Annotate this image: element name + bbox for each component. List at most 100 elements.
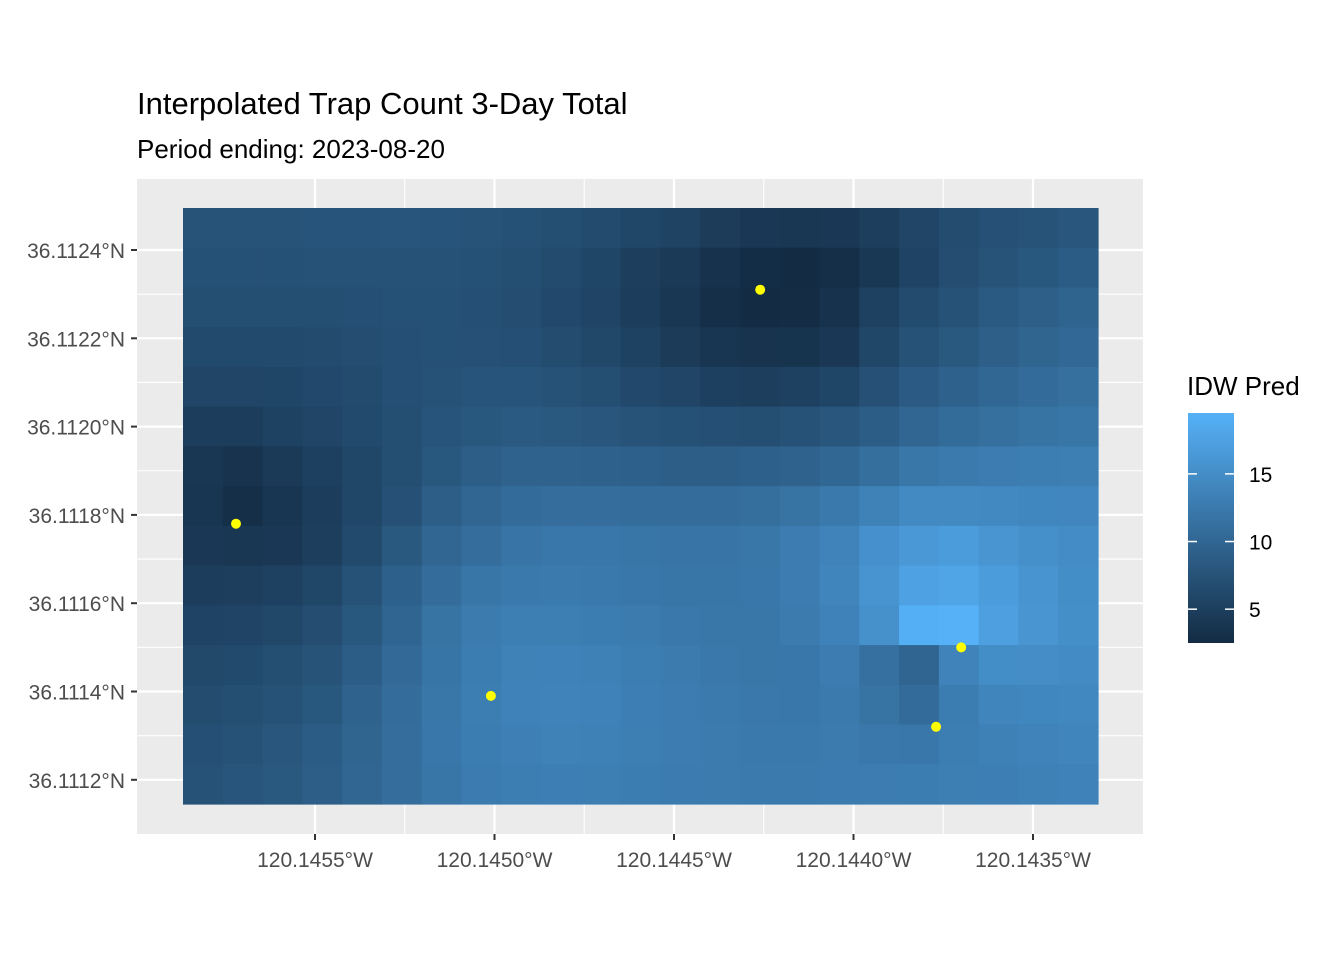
- raster-cell: [819, 366, 860, 408]
- raster-cell: [660, 724, 701, 765]
- raster-cell: [739, 446, 781, 487]
- raster-cell: [620, 406, 661, 447]
- raster-cell: [1058, 327, 1099, 368]
- raster-cell: [899, 525, 940, 567]
- raster-cell: [461, 565, 502, 606]
- y-tick-label: 36.1116°N: [29, 593, 125, 616]
- raster-cell: [262, 605, 303, 646]
- raster-cell: [819, 565, 860, 606]
- raster-cell: [421, 724, 463, 765]
- raster-cell: [580, 327, 622, 368]
- raster-cell: [1058, 287, 1099, 328]
- raster-cell: [501, 565, 542, 606]
- raster-cell: [183, 486, 224, 527]
- raster-cell: [779, 406, 821, 447]
- raster-cell: [302, 366, 343, 408]
- raster-cell: [859, 327, 900, 368]
- raster-cell: [262, 525, 303, 567]
- raster-cell: [938, 565, 980, 606]
- raster-cell: [302, 565, 343, 606]
- raster-cell: [660, 366, 701, 408]
- trap-point: [485, 690, 496, 701]
- raster-cell: [779, 525, 821, 567]
- raster-cell: [978, 247, 1020, 289]
- raster-cell: [183, 605, 224, 646]
- raster-cell: [978, 208, 1020, 249]
- raster-cell: [461, 247, 502, 289]
- raster-cell: [1058, 605, 1099, 646]
- raster-cell: [381, 645, 423, 686]
- raster-cell: [739, 486, 781, 527]
- raster-cell: [381, 724, 423, 765]
- raster-cell: [461, 366, 502, 408]
- raster-cell: [262, 684, 303, 726]
- raster-cell: [342, 605, 383, 646]
- raster-cell: [899, 645, 940, 686]
- raster-cell: [381, 565, 423, 606]
- raster-cell: [262, 724, 303, 765]
- raster-cell: [501, 645, 542, 686]
- raster-cell: [342, 525, 383, 567]
- raster-cell: [541, 486, 582, 527]
- raster-cell: [660, 247, 701, 289]
- raster-cell: [1018, 605, 1059, 646]
- raster-cell: [978, 764, 1020, 805]
- raster-cell: [899, 247, 940, 289]
- y-tick-label: 36.1120°N: [27, 417, 125, 440]
- raster-cell: [859, 287, 900, 328]
- raster-cell: [1018, 446, 1059, 487]
- raster-cell: [660, 486, 701, 527]
- legend-break-label: 5: [1249, 599, 1261, 622]
- raster-cell: [501, 327, 542, 368]
- raster-cell: [381, 684, 423, 726]
- raster-cell: [739, 327, 781, 368]
- raster-cell: [819, 724, 860, 765]
- raster-cell: [302, 406, 343, 447]
- raster-cell: [501, 764, 542, 805]
- raster-cell: [779, 327, 821, 368]
- raster-cell: [819, 247, 860, 289]
- raster-cell: [620, 327, 661, 368]
- raster-cell: [580, 724, 622, 765]
- raster-cell: [222, 724, 264, 765]
- raster-cell: [1058, 645, 1099, 686]
- raster-cell: [580, 247, 622, 289]
- y-tick-label: 36.1122°N: [27, 328, 125, 351]
- raster-cell: [1058, 446, 1099, 487]
- raster-cell: [739, 525, 781, 567]
- raster-cell: [342, 446, 383, 487]
- raster-cell: [461, 486, 502, 527]
- raster-cell: [1018, 327, 1059, 368]
- raster-cell: [779, 366, 821, 408]
- raster-cell: [222, 366, 264, 408]
- raster-cell: [580, 446, 622, 487]
- raster-cell: [1058, 247, 1099, 289]
- raster-cell: [262, 486, 303, 527]
- raster-cell: [938, 247, 980, 289]
- raster-cell: [302, 645, 343, 686]
- raster-cell: [302, 247, 343, 289]
- raster-cell: [183, 287, 224, 328]
- raster-cell: [978, 366, 1020, 408]
- raster-cell: [620, 208, 661, 249]
- raster-cell: [1018, 247, 1059, 289]
- raster-cell: [978, 406, 1020, 447]
- raster-cell: [779, 565, 821, 606]
- raster-cell: [700, 327, 741, 368]
- raster-cell: [899, 684, 940, 726]
- raster-cell: [978, 287, 1020, 328]
- raster-cell: [342, 287, 383, 328]
- raster-cell: [222, 208, 264, 249]
- raster-cell: [660, 208, 701, 249]
- raster-cell: [381, 327, 423, 368]
- raster: [183, 208, 1099, 805]
- raster-cell: [859, 684, 900, 726]
- raster-cell: [978, 565, 1020, 606]
- raster-cell: [620, 366, 661, 408]
- raster-cell: [938, 327, 980, 368]
- raster-cell: [859, 366, 900, 408]
- raster-cell: [739, 764, 781, 805]
- raster-cell: [938, 208, 980, 249]
- raster-cell: [183, 525, 224, 567]
